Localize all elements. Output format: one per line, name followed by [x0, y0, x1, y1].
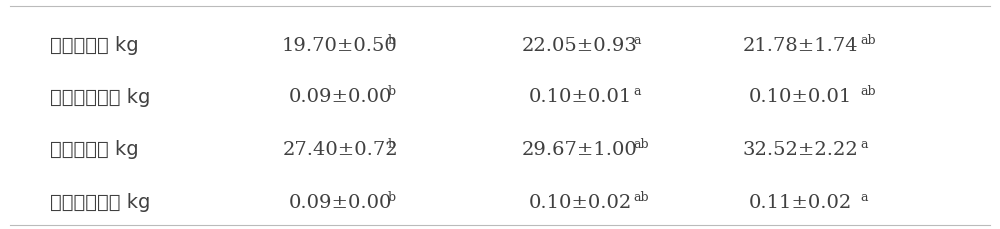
Text: a: a: [860, 138, 868, 151]
Text: b: b: [388, 138, 396, 151]
Text: 九月龄体重 kg: 九月龄体重 kg: [50, 141, 139, 159]
Text: a: a: [860, 191, 868, 204]
Text: 六月龄日增重 kg: 六月龄日增重 kg: [50, 88, 150, 107]
Text: 0.10±0.02: 0.10±0.02: [528, 194, 632, 212]
Text: 九月龄日增重 kg: 九月龄日增重 kg: [50, 193, 150, 212]
Text: a: a: [633, 34, 640, 47]
Text: ab: ab: [860, 34, 876, 47]
Text: ab: ab: [633, 191, 649, 204]
Text: 0.11±0.02: 0.11±0.02: [748, 194, 852, 212]
Text: 22.05±0.93: 22.05±0.93: [522, 37, 638, 55]
Text: b: b: [388, 34, 396, 47]
Text: b: b: [388, 191, 396, 204]
Text: 32.52±2.22: 32.52±2.22: [742, 141, 858, 159]
Text: ab: ab: [860, 85, 876, 98]
Text: 29.67±1.00: 29.67±1.00: [522, 141, 638, 159]
Text: 21.78±1.74: 21.78±1.74: [742, 37, 858, 55]
Text: ab: ab: [633, 138, 649, 151]
Text: b: b: [388, 85, 396, 98]
Text: 0.10±0.01: 0.10±0.01: [748, 88, 852, 106]
Text: 0.09±0.00: 0.09±0.00: [288, 194, 392, 212]
Text: 19.70±0.50: 19.70±0.50: [282, 37, 398, 55]
Text: 六月龄体重 kg: 六月龄体重 kg: [50, 36, 139, 55]
Text: 0.10±0.01: 0.10±0.01: [528, 88, 632, 106]
Text: 27.40±0.72: 27.40±0.72: [282, 141, 398, 159]
Text: a: a: [633, 85, 640, 98]
Text: 0.09±0.00: 0.09±0.00: [288, 88, 392, 106]
